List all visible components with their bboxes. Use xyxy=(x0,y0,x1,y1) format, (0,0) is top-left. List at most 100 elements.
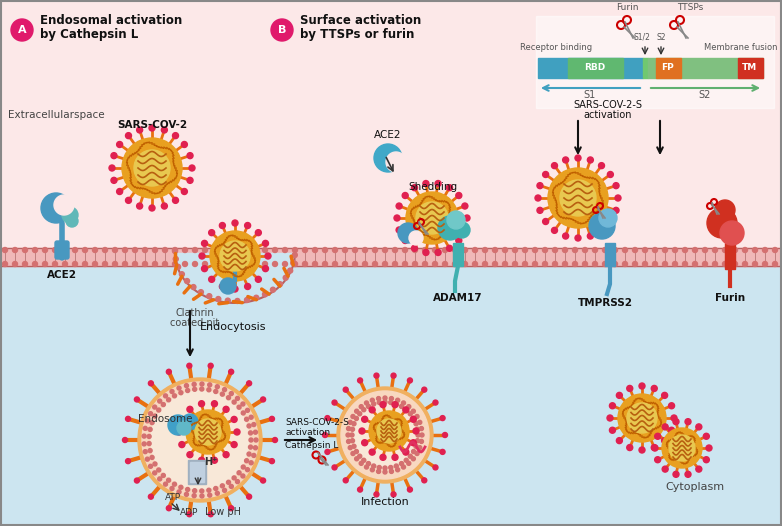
Circle shape xyxy=(462,248,468,252)
Circle shape xyxy=(179,272,185,277)
Circle shape xyxy=(389,466,393,470)
Circle shape xyxy=(352,422,356,426)
Circle shape xyxy=(123,248,127,252)
Circle shape xyxy=(199,290,203,295)
Circle shape xyxy=(177,421,191,435)
Circle shape xyxy=(272,438,278,442)
Circle shape xyxy=(149,464,152,468)
Text: SARS-COV-2-S: SARS-COV-2-S xyxy=(285,418,349,427)
Circle shape xyxy=(609,427,615,433)
Circle shape xyxy=(359,428,365,434)
Circle shape xyxy=(249,438,253,442)
Circle shape xyxy=(247,424,251,428)
Circle shape xyxy=(522,248,528,252)
Circle shape xyxy=(350,433,354,437)
Circle shape xyxy=(389,469,393,473)
Circle shape xyxy=(223,488,227,492)
Circle shape xyxy=(173,248,178,252)
Circle shape xyxy=(200,382,204,386)
Circle shape xyxy=(195,419,221,445)
Circle shape xyxy=(374,144,402,172)
Text: RBD: RBD xyxy=(584,64,605,73)
Circle shape xyxy=(322,248,328,252)
Circle shape xyxy=(182,248,188,252)
Circle shape xyxy=(394,464,398,468)
Circle shape xyxy=(346,427,350,431)
Circle shape xyxy=(245,284,250,289)
Text: Furin: Furin xyxy=(715,293,745,303)
Circle shape xyxy=(503,248,508,252)
Circle shape xyxy=(137,203,142,209)
Circle shape xyxy=(415,451,419,456)
Circle shape xyxy=(246,494,252,499)
Circle shape xyxy=(52,248,58,252)
Circle shape xyxy=(393,261,397,267)
Circle shape xyxy=(111,153,117,159)
Circle shape xyxy=(213,389,217,393)
Circle shape xyxy=(135,397,139,402)
Circle shape xyxy=(533,248,537,252)
Circle shape xyxy=(359,404,363,409)
Circle shape xyxy=(662,466,668,472)
Circle shape xyxy=(126,417,131,421)
Circle shape xyxy=(612,248,618,252)
Circle shape xyxy=(602,248,608,252)
Circle shape xyxy=(249,461,253,465)
Circle shape xyxy=(231,417,237,422)
Text: ADAM17: ADAM17 xyxy=(433,293,482,303)
Circle shape xyxy=(220,222,225,228)
Circle shape xyxy=(332,248,338,252)
Text: A: A xyxy=(18,25,27,35)
Bar xyxy=(656,58,681,78)
Circle shape xyxy=(407,461,411,466)
Circle shape xyxy=(132,248,138,252)
Circle shape xyxy=(560,180,596,216)
Circle shape xyxy=(371,464,375,468)
Circle shape xyxy=(400,404,404,408)
Circle shape xyxy=(671,415,677,421)
Circle shape xyxy=(703,457,709,463)
Circle shape xyxy=(348,446,352,450)
Circle shape xyxy=(412,261,418,267)
Circle shape xyxy=(252,422,256,427)
Circle shape xyxy=(346,433,350,437)
Circle shape xyxy=(742,248,748,252)
Circle shape xyxy=(537,207,543,214)
Circle shape xyxy=(543,218,549,225)
Circle shape xyxy=(341,391,429,479)
Circle shape xyxy=(639,383,645,389)
Circle shape xyxy=(377,469,381,473)
Circle shape xyxy=(228,505,234,511)
Circle shape xyxy=(313,248,317,252)
Circle shape xyxy=(372,261,378,267)
Circle shape xyxy=(386,152,406,172)
Text: Low pH: Low pH xyxy=(205,507,241,517)
Circle shape xyxy=(673,419,679,424)
Circle shape xyxy=(712,261,718,267)
Circle shape xyxy=(575,155,581,161)
Circle shape xyxy=(627,403,657,433)
Circle shape xyxy=(142,382,258,498)
Circle shape xyxy=(211,401,217,407)
Circle shape xyxy=(421,387,427,392)
Circle shape xyxy=(234,429,240,435)
Circle shape xyxy=(669,403,675,409)
Circle shape xyxy=(220,278,236,294)
Circle shape xyxy=(246,408,249,412)
Circle shape xyxy=(122,138,182,198)
Bar xyxy=(190,462,204,482)
Circle shape xyxy=(13,248,17,252)
Circle shape xyxy=(163,261,167,267)
Circle shape xyxy=(223,406,229,412)
Circle shape xyxy=(543,248,547,252)
Circle shape xyxy=(633,261,637,267)
Circle shape xyxy=(626,386,633,391)
Circle shape xyxy=(179,417,185,422)
Circle shape xyxy=(260,397,266,402)
Circle shape xyxy=(263,240,268,246)
Circle shape xyxy=(583,261,587,267)
Circle shape xyxy=(371,468,375,472)
Text: by TTSPs or furin: by TTSPs or furin xyxy=(300,28,414,41)
Circle shape xyxy=(63,261,67,267)
Circle shape xyxy=(377,419,401,443)
